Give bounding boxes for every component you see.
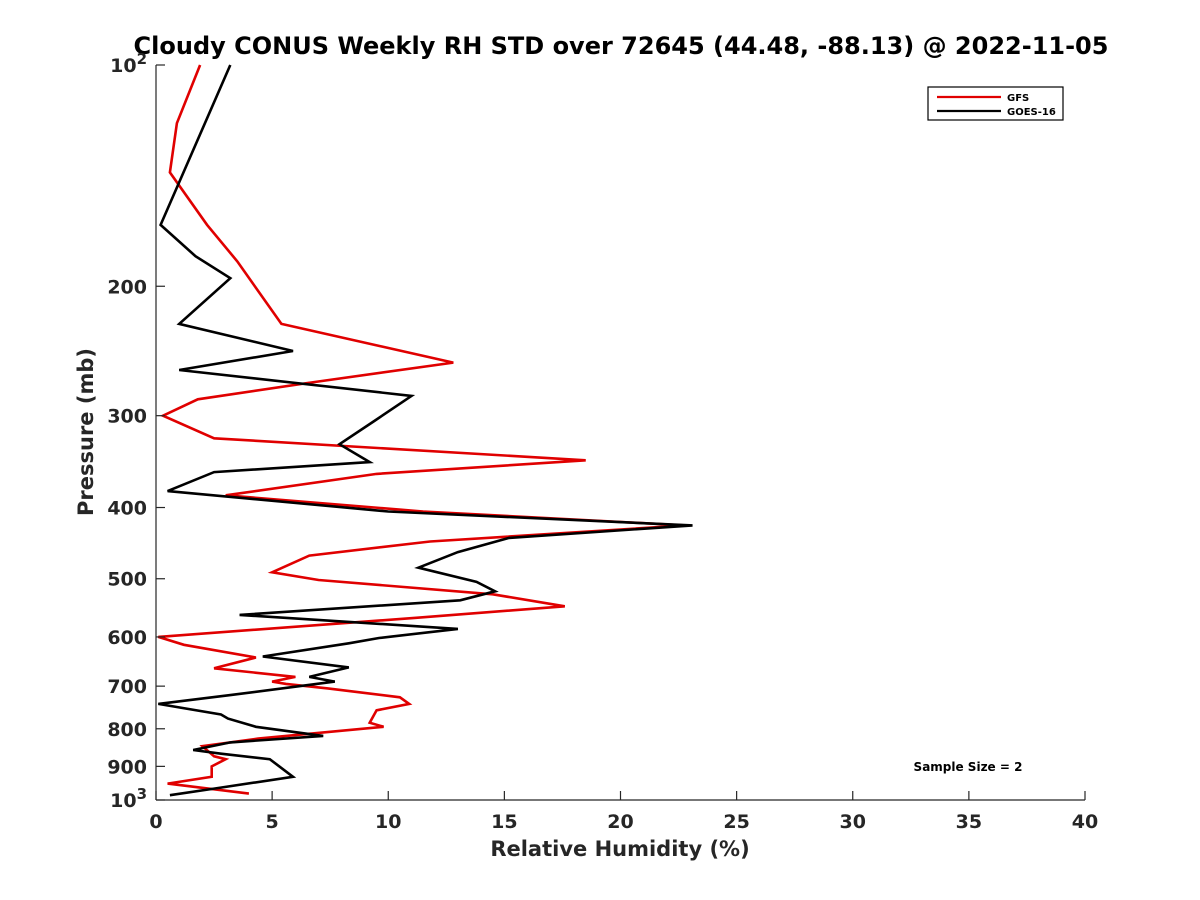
- y-tick-label: 900: [107, 756, 147, 778]
- plot-area: [157, 64, 693, 797]
- x-tick-label: 15: [491, 811, 517, 833]
- legend-box: [927, 86, 1064, 121]
- legend-label-goes16: GOES-16: [1007, 107, 1056, 118]
- series-line-gfs: [157, 64, 686, 795]
- x-tick-label: 10: [375, 811, 401, 833]
- y-tick-label: 800: [107, 719, 147, 741]
- x-tick-label: 5: [266, 811, 279, 833]
- y-tick-label: 400: [107, 498, 147, 520]
- x-tick-label: 30: [840, 811, 866, 833]
- y-tick-label: 300: [107, 406, 147, 428]
- x-tick-label: 25: [723, 811, 749, 833]
- series-line-goes16: [158, 64, 693, 797]
- y-axis-label: Pressure (mb): [74, 348, 98, 516]
- y-tick-label: 600: [107, 627, 147, 649]
- y-tick-label: 102: [110, 50, 147, 77]
- x-ticks: 0 5 10 15 20 25 30 35 40: [149, 791, 1098, 833]
- x-axis-label: Relative Humidity (%): [490, 837, 749, 861]
- y-tick-label: 700: [107, 676, 147, 698]
- y-ticks: 102 200 300 400 500 600 700 800 900 103: [107, 50, 165, 812]
- legend-label-gfs: GFS: [1007, 93, 1029, 104]
- x-tick-label: 40: [1072, 811, 1098, 833]
- x-tick-label: 0: [149, 811, 162, 833]
- sample-size-annotation: Sample Size = 2: [914, 760, 1023, 774]
- y-tick-label: 500: [107, 569, 147, 591]
- x-tick-label: 20: [607, 811, 633, 833]
- y-tick-label: 200: [107, 276, 147, 298]
- chart-title: Cloudy CONUS Weekly RH STD over 72645 (4…: [134, 32, 1109, 60]
- legend: GFS GOES-16: [927, 86, 1064, 121]
- x-tick-label: 35: [956, 811, 982, 833]
- y-tick-label: 103: [110, 785, 147, 812]
